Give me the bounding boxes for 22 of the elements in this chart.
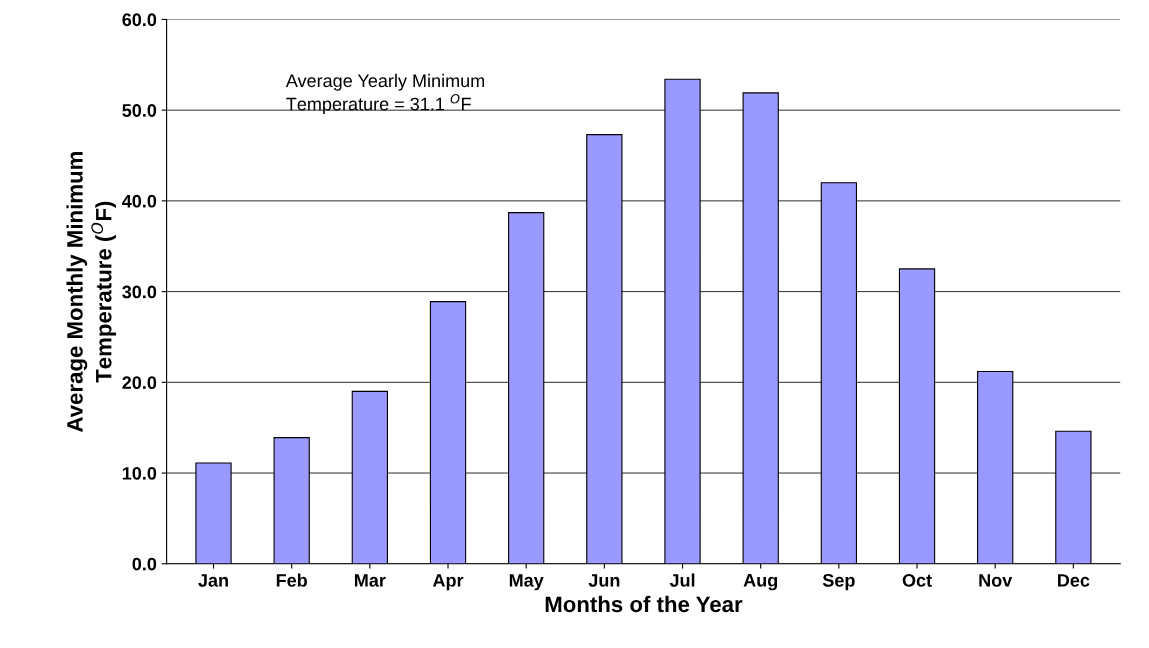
x-tick-label: May [509,574,544,591]
annotation: Average Yearly Minimum Temperature = 31.1 $^{O}$F [285,73,485,115]
y-tick-label: 30.0 [122,285,157,299]
x-tick-label: Dec [1058,574,1090,587]
x-tick-label: Jan [198,574,228,587]
x-tick-label: Apr [432,574,464,591]
y-tick-label: 60.0 [122,13,157,27]
x-tick-label: Mar [355,574,386,587]
x-axis-title: Months of the Year [545,595,743,613]
x-tick-label: Aug [743,574,778,591]
y-tick-label: 0.0 [132,557,157,571]
x-tick-label: Oct [902,573,932,587]
y-axis-title: Average Monthly Minimum Temperature ($^{O}$F) [66,152,116,432]
x-tick-label: Jun [588,574,620,587]
x-tick-label: Jul [669,573,695,587]
y-tick-label: 20.0 [122,376,157,390]
y-tick-label: 50.0 [122,104,157,117]
x-tick-label: Sep [822,573,855,591]
x-tick-label: Feb [276,573,307,587]
x-tick-label: Nov [979,574,1013,587]
y-tick-label: 10.0 [122,466,157,480]
y-tick-label: 40.0 [122,194,157,208]
